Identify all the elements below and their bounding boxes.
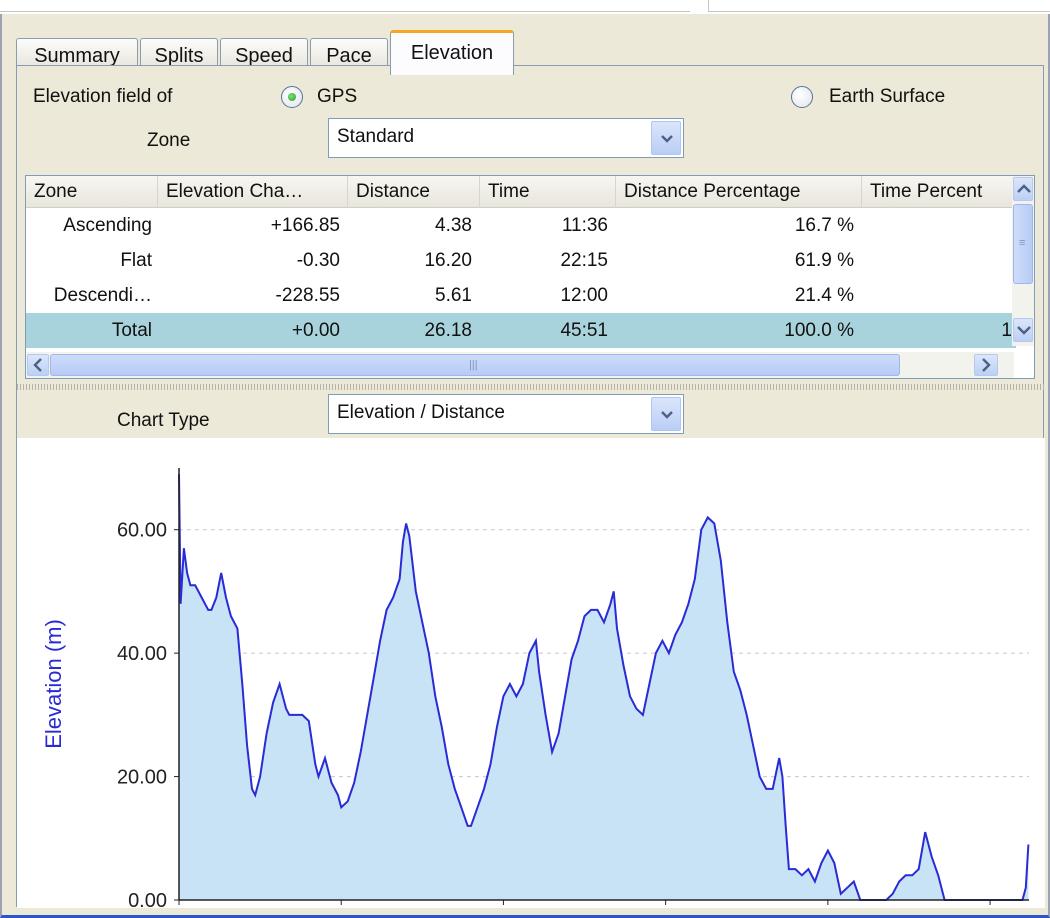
column-header-time[interactable]: Time <box>480 176 616 208</box>
chart-type-label: Chart Type <box>117 410 210 431</box>
zone-select[interactable]: Standard <box>328 118 684 158</box>
cell-time: 45:51 <box>560 320 608 341</box>
chevron-down-icon <box>661 135 673 143</box>
cell-time-percentage <box>862 243 1012 278</box>
table-row[interactable]: Flat -0.30 16.20 22:15 61.9 % <box>26 243 1016 278</box>
radio-gps[interactable] <box>281 86 303 108</box>
scroll-up-button[interactable] <box>1013 177 1033 201</box>
tab-summary-label: Summary <box>34 45 120 67</box>
table-row[interactable]: Ascending +166.85 4.38 11:36 16.7 % <box>26 208 1016 243</box>
elevation-panel: Elevation field of GPS Earth Surface Zon… <box>16 65 1045 918</box>
top-strip-left <box>0 0 690 12</box>
cell-elevation-change: -0.30 <box>296 250 340 271</box>
chevron-right-icon <box>982 358 991 372</box>
cell-elevation-change: -228.55 <box>275 285 340 306</box>
radio-earth-surface[interactable] <box>791 86 813 108</box>
elevation-field-label: Elevation field of <box>33 86 173 107</box>
tab-pace-label: Pace <box>326 45 372 67</box>
window-top-strip <box>0 0 1050 14</box>
cell-distance: 5.61 <box>435 285 472 306</box>
chevron-up-icon <box>1017 184 1031 193</box>
cell-zone: Total <box>111 320 152 341</box>
zone-table: Zone Elevation Cha… Distance Time Distan… <box>25 175 1035 379</box>
column-header-zone[interactable]: Zone <box>26 176 158 208</box>
scroll-left-button[interactable] <box>27 354 49 376</box>
elevation-area-fill <box>179 474 1029 900</box>
cell-distance: 4.38 <box>435 215 472 236</box>
top-strip-right <box>708 0 1050 12</box>
vertical-scroll-thumb[interactable]: ≡ <box>1013 204 1033 284</box>
cell-distance-percentage: 16.7 % <box>794 215 854 236</box>
zone-dropdown-button[interactable] <box>651 121 681 155</box>
cell-zone: Flat <box>120 250 152 271</box>
y-tick-label: 60.00 <box>117 520 167 542</box>
cell-elevation-change: +0.00 <box>291 320 340 341</box>
cell-distance-percentage: 100.0 % <box>784 320 854 341</box>
cell-distance-percentage: 21.4 % <box>794 285 854 306</box>
scroll-right-button[interactable] <box>974 354 998 376</box>
cell-distance: 26.18 <box>424 320 472 341</box>
tab-speed-label: Speed <box>235 45 293 67</box>
cell-time: 11:36 <box>561 215 608 236</box>
chart-type-select[interactable]: Elevation / Distance <box>328 394 684 434</box>
cell-zone: Descendi… <box>53 285 152 306</box>
tab-elevation-label: Elevation <box>410 42 494 64</box>
table-vertical-scrollbar[interactable]: ≡ <box>1012 176 1034 346</box>
y-tick-label: 0.00 <box>128 890 167 908</box>
cell-distance-percentage: 61.9 % <box>794 250 854 271</box>
table-row[interactable]: Total +0.00 26.18 45:51 100.0 % 1 <box>26 313 1016 348</box>
chevron-down-icon <box>1017 326 1031 335</box>
radio-gps-selected-dot <box>288 93 296 101</box>
radio-earth-surface-label[interactable]: Earth Surface <box>829 86 946 107</box>
y-tick-label: 40.00 <box>117 643 167 665</box>
cell-time: 22:15 <box>560 250 608 271</box>
table-header: Zone Elevation Cha… Distance Time Distan… <box>26 176 1034 208</box>
cell-zone: Ascending <box>63 215 152 236</box>
radio-gps-label[interactable]: GPS <box>317 86 358 107</box>
zone-select-value: Standard <box>337 126 415 147</box>
tab-splits-label: Splits <box>154 45 204 67</box>
column-header-time-percentage[interactable]: Time Percent <box>870 181 983 202</box>
elevation-window: Summary Splits Speed Pace Elevation Elev… <box>0 14 1050 918</box>
y-tick-label: 20.00 <box>117 767 167 789</box>
column-header-elevation-change[interactable]: Elevation Cha… <box>158 176 348 208</box>
cell-distance: 16.20 <box>424 250 472 271</box>
chevron-left-icon <box>33 358 42 372</box>
panel-splitter[interactable] <box>17 384 1045 390</box>
chart-type-select-value: Elevation / Distance <box>337 402 505 423</box>
cell-time-percentage <box>862 278 1012 313</box>
scroll-down-button[interactable] <box>1013 318 1033 342</box>
tab-elevation[interactable]: Elevation <box>390 30 514 75</box>
column-header-distance[interactable]: Distance <box>348 176 480 208</box>
horizontal-scroll-thumb[interactable]: ||| <box>50 354 900 376</box>
cell-elevation-change: +166.85 <box>270 215 340 236</box>
table-row[interactable]: Descendi… -228.55 5.61 12:00 21.4 % <box>26 278 1016 313</box>
cell-time-percentage <box>862 208 1012 243</box>
table-horizontal-scrollbar[interactable]: ||| <box>26 352 1014 378</box>
column-header-distance-percentage[interactable]: Distance Percentage <box>616 176 862 208</box>
cell-time: 12:00 <box>560 285 608 306</box>
zone-label: Zone <box>147 130 191 151</box>
cell-time-percentage: 1 <box>1001 320 1012 341</box>
chart-type-dropdown-button[interactable] <box>651 397 681 431</box>
chevron-down-icon <box>661 411 673 419</box>
y-axis-label: Elevation (m) <box>41 619 66 749</box>
